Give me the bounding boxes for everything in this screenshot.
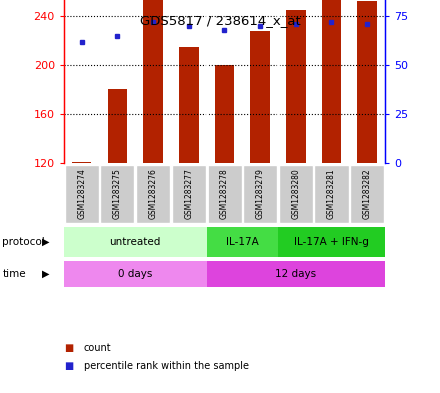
Bar (215, 65, 234, 163)
Text: IL-17A: IL-17A (226, 237, 259, 247)
FancyBboxPatch shape (65, 165, 99, 223)
Bar (179, 47, 198, 163)
Text: time: time (2, 269, 26, 279)
FancyBboxPatch shape (243, 165, 277, 223)
Text: GSM1283279: GSM1283279 (256, 169, 264, 219)
Bar (99, 0, 135, 163)
Bar (171, 0, 206, 163)
Text: GSM1283276: GSM1283276 (149, 169, 158, 219)
Text: ▶: ▶ (42, 237, 49, 247)
FancyBboxPatch shape (172, 165, 206, 223)
Bar (64, 0, 99, 163)
Text: GSM1283278: GSM1283278 (220, 169, 229, 219)
Text: 12 days: 12 days (275, 269, 316, 279)
Bar (107, 88, 127, 163)
Bar (278, 0, 314, 163)
Bar (242, 0, 278, 163)
Text: ▶: ▶ (42, 269, 49, 279)
Text: GSM1283275: GSM1283275 (113, 169, 122, 219)
Text: 0 days: 0 days (118, 269, 152, 279)
Text: GSM1283274: GSM1283274 (77, 169, 86, 219)
Bar (206, 0, 242, 163)
FancyBboxPatch shape (314, 165, 348, 223)
FancyBboxPatch shape (206, 261, 385, 287)
Bar (349, 0, 385, 163)
Text: GDS5817 / 238614_x_at: GDS5817 / 238614_x_at (139, 14, 301, 27)
Bar (250, 31, 270, 163)
Bar (99, 0, 135, 163)
Bar (171, 0, 206, 163)
Text: percentile rank within the sample: percentile rank within the sample (84, 361, 249, 371)
Text: GSM1283277: GSM1283277 (184, 169, 193, 219)
Text: protocol: protocol (2, 237, 45, 247)
Bar (286, 10, 306, 163)
Bar (278, 0, 314, 163)
FancyBboxPatch shape (207, 165, 242, 223)
Text: IL-17A + IFN-g: IL-17A + IFN-g (294, 237, 369, 247)
Bar (143, 0, 163, 163)
Bar (322, 0, 341, 163)
Bar (135, 0, 171, 163)
Bar (314, 0, 349, 163)
Text: ■: ■ (64, 343, 73, 353)
FancyBboxPatch shape (278, 227, 385, 257)
FancyBboxPatch shape (136, 165, 170, 223)
Bar (314, 0, 349, 163)
FancyBboxPatch shape (64, 227, 206, 257)
Bar (357, 1, 377, 163)
Bar (135, 0, 171, 163)
Bar (206, 0, 242, 163)
FancyBboxPatch shape (350, 165, 384, 223)
Text: count: count (84, 343, 111, 353)
Text: ■: ■ (64, 361, 73, 371)
FancyBboxPatch shape (279, 165, 313, 223)
Text: untreated: untreated (110, 237, 161, 247)
Bar (349, 0, 385, 163)
Text: GSM1283280: GSM1283280 (291, 169, 300, 219)
Bar (64, 0, 99, 163)
FancyBboxPatch shape (64, 261, 206, 287)
Text: GSM1283281: GSM1283281 (327, 169, 336, 219)
Bar (72, 162, 92, 163)
Text: GSM1283282: GSM1283282 (363, 169, 372, 219)
FancyBboxPatch shape (206, 227, 278, 257)
Bar (242, 0, 278, 163)
FancyBboxPatch shape (100, 165, 135, 223)
